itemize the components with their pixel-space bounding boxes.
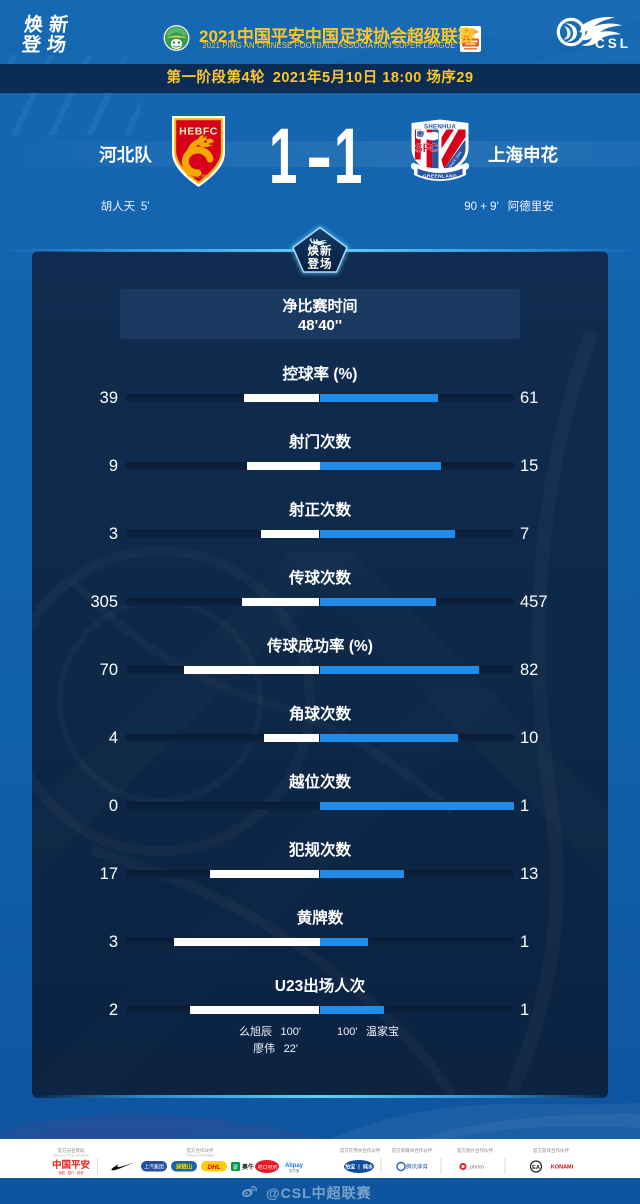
svg-text:GREENLAND: GREENLAND <box>423 174 457 179</box>
svg-text:蒙: 蒙 <box>233 1164 238 1171</box>
svg-text:中国平安: 中国平安 <box>52 1159 91 1171</box>
svg-text:腾讯体育: 腾讯体育 <box>406 1163 429 1171</box>
svg-text:可口可乐: 可口可乐 <box>257 1164 278 1171</box>
svg-text:迪链山: 迪链山 <box>176 1163 193 1171</box>
svg-text:保险 · 银行 · 投资: 保险 · 银行 · 投资 <box>59 1170 85 1175</box>
svg-text:支付宝: 支付宝 <box>289 1168 300 1173</box>
svg-text:CSL: CSL <box>595 36 628 51</box>
svg-text:登场: 登场 <box>307 257 333 271</box>
svg-text:官方冠名赞助: 官方冠名赞助 <box>58 1147 85 1154</box>
svg-text:官方饮用水合作伙伴: 官方饮用水合作伙伴 <box>340 1147 381 1154</box>
svg-text:HEBFC: HEBFC <box>179 126 218 138</box>
svg-text:SINCE 2010: SINCE 2010 <box>187 174 211 179</box>
svg-text:OFFICIAL TITLE SPONSOR: OFFICIAL TITLE SPONSOR <box>53 1154 89 1158</box>
svg-text:photo: photo <box>470 1165 484 1171</box>
svg-text:KONAMI: KONAMI <box>551 1165 574 1171</box>
svg-text:Alipay: Alipay <box>285 1163 304 1169</box>
svg-text:官方合作伙伴: 官方合作伙伴 <box>187 1147 214 1154</box>
svg-text:怡宝 丨 纯水: 怡宝 丨 纯水 <box>345 1164 374 1171</box>
svg-text:官方图片合作伙伴: 官方图片合作伙伴 <box>457 1147 493 1154</box>
svg-text:EA: EA <box>532 1165 540 1171</box>
svg-text:官方新媒体合作伙伴: 官方新媒体合作伙伴 <box>392 1147 433 1154</box>
svg-text:OFFICIAL PARTNERS: OFFICIAL PARTNERS <box>186 1154 214 1158</box>
svg-text:上汽集团: 上汽集团 <box>144 1164 164 1171</box>
svg-text:DHL: DHL <box>207 1164 220 1171</box>
svg-text:SHENHUA: SHENHUA <box>424 123 456 130</box>
svg-text:焕新: 焕新 <box>308 244 333 258</box>
svg-text:SFC: SFC <box>415 143 438 155</box>
svg-text:官方游戏合作伙伴: 官方游戏合作伙伴 <box>533 1147 569 1154</box>
svg-text:奥牛: 奥牛 <box>242 1163 254 1171</box>
